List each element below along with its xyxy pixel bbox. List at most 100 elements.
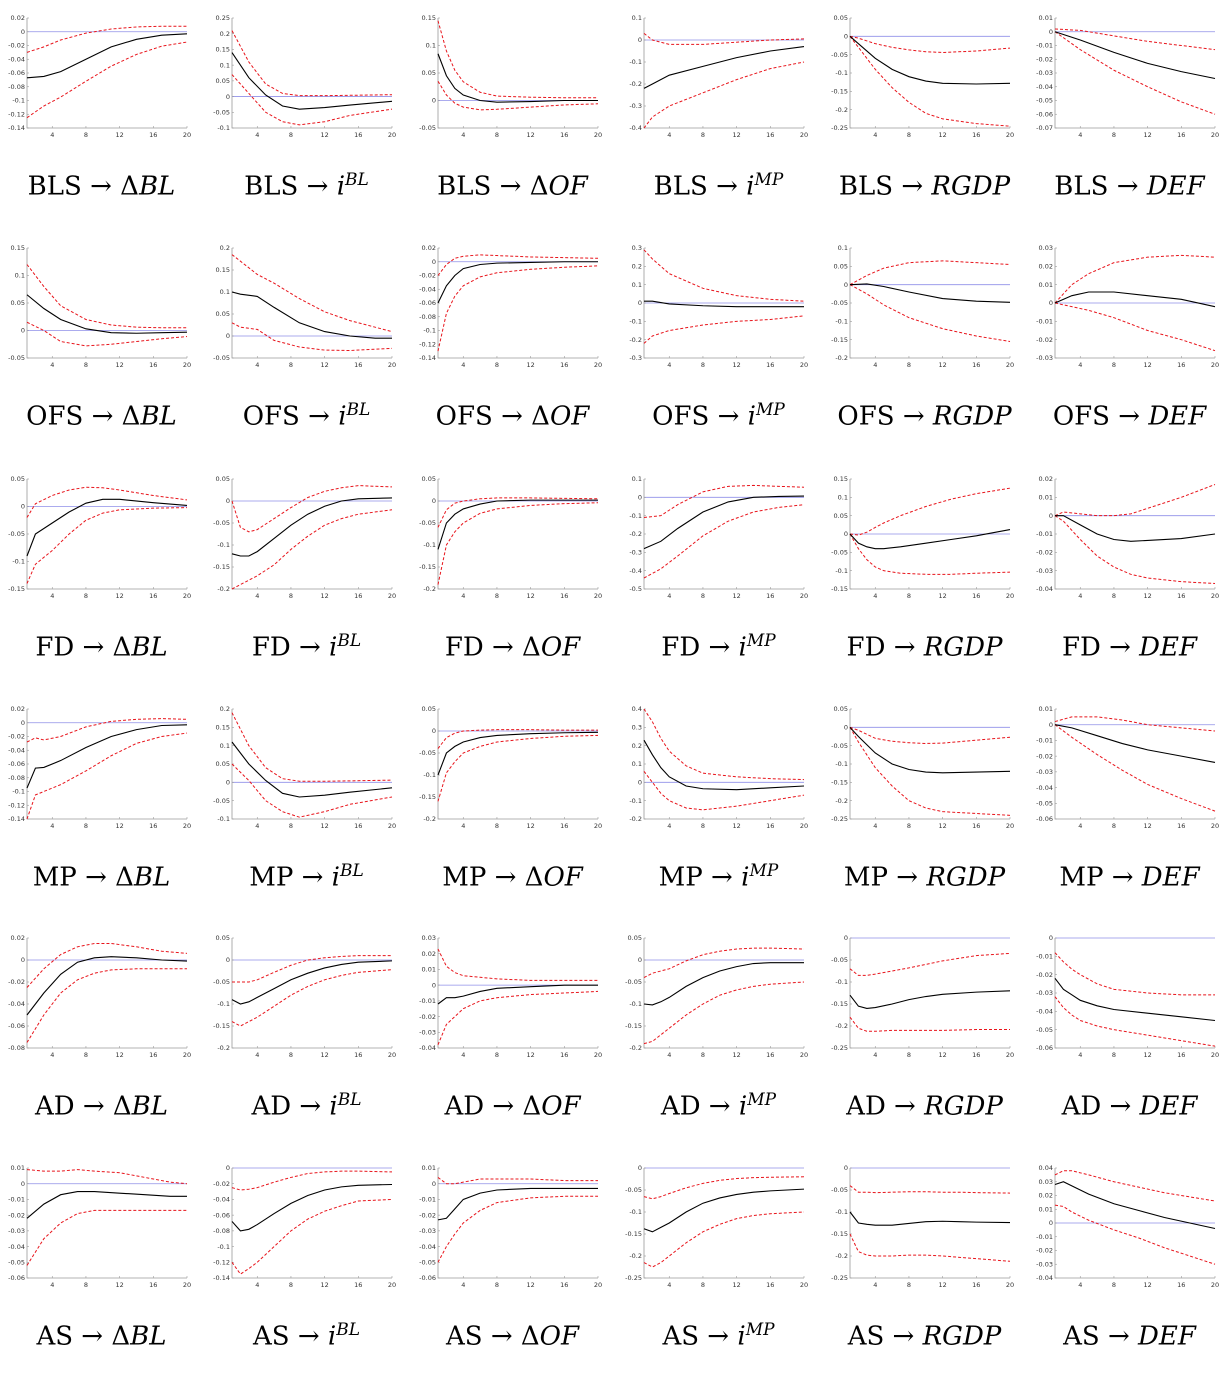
y-tick-label: -0.1 — [12, 558, 25, 566]
lower-band-line — [643, 981, 805, 1045]
irf-line — [26, 1191, 187, 1219]
axes-frame — [643, 938, 804, 1049]
x-tick-label: 16 — [149, 1281, 157, 1289]
y-tick-label: 0.01 — [1039, 705, 1053, 713]
lower-band-line — [849, 533, 1011, 575]
y-tick-label: -0.1 — [629, 1000, 642, 1008]
x-tick-label: 4 — [50, 592, 54, 600]
irf-plot: 0 -0.01 -0.02 -0.03 -0.04 -0.05 -0.06 4 8 12 16 20 — [1036, 934, 1219, 1059]
irf-panel: 0.05 0 -0.05 -0.1 -0.15 -0.2 4 8 12 16 20 AD → iBL — [205, 934, 408, 1168]
lower-band-line — [849, 1233, 1011, 1262]
irf-plot: 0.1 0 -0.1 -0.2 -0.3 -0.4 4 8 12 16 20 — [629, 14, 808, 139]
y-tick-label: -0.04 — [8, 55, 25, 63]
x-tick-label: 16 — [354, 822, 362, 830]
lower-band-line — [849, 1016, 1010, 1032]
lower-band-line — [26, 1209, 187, 1266]
panel-caption: OFS → ΔOF — [411, 400, 614, 432]
x-tick-label: 16 — [354, 361, 362, 369]
x-tick-label: 20 — [800, 592, 808, 600]
y-tick-label: -0.06 — [1036, 815, 1053, 823]
y-tick-label: -0.05 — [1036, 97, 1053, 105]
y-tick-label: -0.4 — [629, 124, 642, 132]
upper-band-line — [643, 1176, 805, 1200]
y-tick-label: 0 — [21, 327, 25, 335]
y-tick-label: -0.02 — [8, 42, 25, 50]
x-tick-label: 4 — [255, 361, 259, 369]
y-tick-label: -0.05 — [8, 354, 25, 362]
irf-panel: 0.05 0 -0.05 -0.1 -0.15 -0.2 4 8 12 16 20 MP → ΔOF — [411, 705, 614, 939]
target-variable: DEF — [1146, 171, 1205, 202]
shock-label: FD — [35, 632, 75, 663]
irf-line — [26, 294, 188, 334]
x-tick-label: 12 — [526, 822, 534, 830]
y-tick-label: -0.02 — [419, 272, 436, 280]
target-superscript: BL — [336, 1320, 361, 1340]
arrow-symbol: → — [885, 1091, 925, 1122]
axes-frame — [643, 1168, 804, 1279]
irf-plot: 0 -0.05 -0.1 -0.15 -0.2 -0.25 4 8 12 16 20 — [831, 934, 1014, 1059]
arrow-symbol: → — [83, 401, 122, 432]
x-tick-label: 8 — [701, 1051, 705, 1059]
panel-caption: AS → ΔBL — [0, 1320, 203, 1352]
panel-caption: BLS → RGDP — [823, 170, 1026, 202]
x-tick-label: 16 — [766, 1281, 774, 1289]
x-tick-label: 20 — [1006, 1051, 1014, 1059]
upper-band-line — [643, 33, 805, 45]
irf-line — [437, 499, 598, 550]
y-tick-label: -0.05 — [213, 797, 230, 805]
panel-caption: BLS → DEF — [1028, 170, 1219, 202]
irf-line — [849, 283, 1011, 303]
y-tick-label: -0.15 — [625, 1230, 642, 1238]
x-tick-label: 16 — [766, 131, 774, 139]
arrow-symbol: → — [1109, 401, 1149, 432]
y-tick-label: 0.15 — [216, 724, 230, 732]
panel-caption: AD → iBL — [205, 1090, 408, 1122]
arrow-symbol: → — [482, 1321, 521, 1352]
x-tick-label: 12 — [320, 1051, 328, 1059]
x-tick-label: 4 — [50, 1281, 54, 1289]
x-tick-label: 16 — [1177, 592, 1185, 600]
x-tick-label: 20 — [594, 1051, 602, 1059]
x-tick-label: 8 — [289, 822, 293, 830]
axes-frame — [26, 248, 187, 359]
shock-label: AS — [1063, 1321, 1100, 1352]
target-variable: RGDP — [924, 1091, 1003, 1122]
target-base: Δ — [524, 862, 544, 893]
y-tick-label: -0.04 — [8, 1243, 25, 1251]
y-tick-label: -0.08 — [8, 83, 25, 91]
x-tick-label: 4 — [461, 361, 465, 369]
y-tick-label: 0 — [226, 93, 230, 101]
target-base: i — [738, 632, 747, 663]
lower-band-line — [231, 763, 393, 818]
y-tick-label: 0.05 — [216, 760, 230, 768]
panel-caption: OFS → RGDP — [823, 400, 1026, 432]
target-base: i — [329, 632, 338, 663]
irf-plot: 0.05 0 -0.05 -0.1 -0.15 -0.2 4 8 12 16 20 — [213, 934, 396, 1059]
arrow-symbol: → — [884, 1321, 923, 1352]
irf-panel: 0.04 0.03 0.02 0.01 0 -0.01 -0.02 -0.03 -0.04 4 8 1… — [1028, 1164, 1219, 1398]
x-tick-label: 12 — [1143, 1051, 1151, 1059]
y-tick-label: -0.05 — [8, 1258, 25, 1266]
y-tick-label: 0 — [1049, 934, 1053, 942]
x-tick-label: 4 — [667, 131, 671, 139]
x-tick-label: 4 — [50, 1051, 54, 1059]
irf-plot: 0.04 0.03 0.02 0.01 0 -0.01 -0.02 -0.03 -0.04 4 8 1… — [1036, 1164, 1219, 1289]
y-tick-label: 0.15 — [216, 46, 230, 54]
y-tick-label: -0.03 — [419, 1028, 436, 1036]
y-tick-label: -0.1 — [629, 797, 642, 805]
y-tick-label: -0.01 — [8, 1196, 25, 1204]
arrow-symbol: → — [1100, 632, 1140, 663]
irf-line — [1054, 31, 1216, 80]
arrow-symbol: → — [299, 401, 339, 432]
upper-band-line — [437, 497, 599, 528]
irf-line — [643, 962, 804, 1006]
lower-band-line — [437, 502, 599, 585]
y-tick-label: -0.05 — [419, 749, 436, 757]
y-tick-label: 0 — [432, 497, 436, 505]
shock-label: MP — [1059, 862, 1104, 893]
arrow-symbol: → — [707, 171, 747, 202]
y-tick-label: 0.01 — [1039, 1205, 1053, 1213]
y-tick-label: -0.04 — [1036, 784, 1053, 792]
y-tick-label: -0.04 — [213, 1196, 230, 1204]
target-base: Δ — [112, 1091, 132, 1122]
